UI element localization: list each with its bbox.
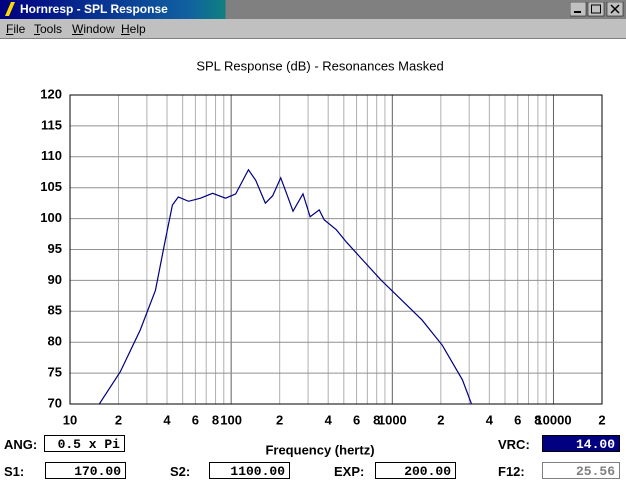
x-tick-label: 8 [373, 412, 380, 427]
x-tick-label: 6 [192, 412, 199, 427]
app-icon [5, 2, 15, 16]
x-tick-label: 2 [598, 412, 605, 427]
menu-bar: File Tools Window Help [0, 19, 626, 39]
y-tick-label: 105 [40, 179, 62, 194]
chart-title: SPL Response (dB) - Resonances Masked [196, 58, 443, 73]
window-buttons[interactable] [570, 2, 624, 17]
y-tick-label: 115 [41, 117, 62, 132]
window-title: Hornresp - SPL Response [20, 2, 168, 16]
spl-line [98, 168, 473, 404]
x-tick-label: 100 [220, 412, 242, 427]
menu-item[interactable]: Window [72, 22, 115, 36]
y-tick-label: 80 [48, 334, 62, 349]
field-value[interactable]: 25.56 [542, 462, 620, 479]
plot-frame [69, 94, 603, 405]
x-tick-label: 2 [115, 412, 122, 427]
x-tick-label: 1000 [378, 412, 407, 427]
menu-item[interactable]: File [6, 22, 26, 36]
y-tick-label: 85 [48, 303, 62, 318]
field-label: VRC: [498, 437, 530, 452]
title-bar: Hornresp - SPL Response [0, 0, 626, 19]
x-tick-label: 10 [63, 412, 77, 427]
x-tick-label: 4 [163, 412, 171, 427]
field-value[interactable]: 14.00 [542, 435, 620, 452]
x-tick-label: 2 [276, 412, 283, 427]
field-label: S2: [170, 464, 191, 479]
y-tick-label: 110 [41, 148, 62, 163]
field-value[interactable]: 170.00 [45, 462, 126, 479]
x-tick-label: 8 [212, 412, 219, 427]
field-label: F12: [498, 464, 525, 479]
x-tick-label: 2 [437, 412, 444, 427]
x-tick-label: 6 [353, 412, 360, 427]
y-tick-label: 95 [48, 241, 62, 256]
menu-item[interactable]: Help [121, 22, 146, 36]
field-label: EXP: [334, 464, 365, 479]
field-label: ANG: [4, 437, 38, 452]
chart: SPL Response (dB) - Resonances Masked Fr… [40, 58, 605, 457]
y-tick-label: 100 [40, 210, 62, 225]
x-tick-label: 4 [486, 412, 494, 427]
x-tick-label: 8 [534, 412, 541, 427]
menu-item[interactable]: Tools [34, 22, 63, 36]
y-tick-label: 90 [48, 272, 62, 287]
x-tick-label: 6 [514, 412, 521, 427]
y-tick-label: 75 [48, 365, 62, 380]
y-tick-label: 120 [40, 86, 62, 101]
x-tick-label: 10000 [535, 412, 571, 427]
field-value[interactable]: 0.5 x Pi [44, 435, 125, 452]
x-axis-label: Frequency (hertz) [265, 442, 374, 457]
field-label: S1: [4, 464, 25, 479]
field-value[interactable]: 200.00 [375, 462, 456, 479]
x-tick-label: 4 [325, 412, 333, 427]
field-value[interactable]: 1100.00 [209, 462, 290, 479]
y-tick-label: 70 [48, 395, 62, 410]
